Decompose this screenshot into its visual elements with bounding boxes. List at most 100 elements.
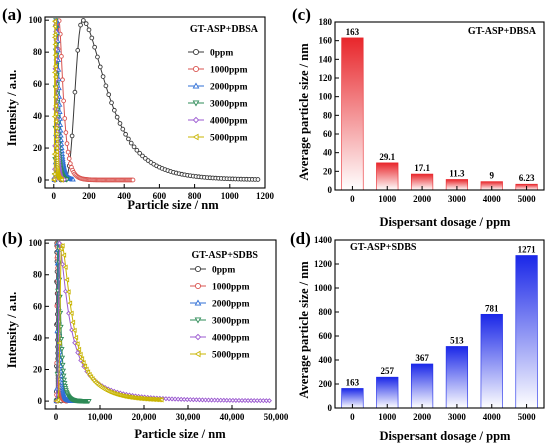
panel-a-ylabel: Intensity / a.u. — [5, 70, 19, 146]
legend-item-1000ppm: 1000ppm — [188, 66, 248, 76]
series-point-2000ppm — [58, 127, 64, 133]
y-tick-label: 60 — [323, 129, 333, 139]
series-point-1000ppm — [65, 149, 71, 155]
panel-d-letter: (d) — [290, 229, 311, 248]
x-tick-label: 30,000 — [176, 412, 201, 422]
series-point-5000ppm — [61, 252, 67, 258]
legend-marker — [192, 100, 200, 107]
y-tick-label: 60 — [33, 79, 43, 89]
bar-value-label: 257 — [381, 366, 395, 376]
series-point-4000ppm — [166, 396, 172, 402]
series-point-3000ppm — [58, 336, 65, 342]
panel-a-legend: 0ppm 1000ppm 2000ppm 3000ppm 4000ppm 5000ppm — [188, 49, 248, 144]
legend-marker — [194, 333, 202, 341]
series-point-3000ppm — [61, 373, 67, 379]
series-point-3000ppm — [86, 399, 92, 404]
series-point-5000ppm — [52, 74, 58, 80]
panel-d-bar-chart: (d) 163025710003672000513300078140001271… — [290, 229, 545, 443]
y-tick-label: 0 — [328, 185, 333, 195]
bar-value-label: 6.23 — [519, 173, 535, 183]
panel-b-letter: (b) — [2, 229, 23, 248]
series-0ppm — [58, 18, 261, 183]
panel-a-line-chart: (a) 0 200 400 600 800 1000 1200 0 20 40 60 80 100 GT… — [2, 5, 275, 212]
legend-marker — [194, 350, 201, 358]
series-point-5000ppm — [76, 346, 82, 353]
series-point-0ppm — [131, 144, 137, 150]
series-point-3000ppm — [59, 347, 65, 352]
y-tick-label: 80 — [33, 47, 43, 57]
panel-a-title: GT-ASP+DBSA — [190, 24, 259, 35]
series-point-0ppm — [81, 18, 86, 23]
x-tick-label: 4000 — [483, 412, 502, 422]
plot-frame — [334, 239, 545, 409]
series-point-5000ppm — [51, 113, 57, 120]
legend-label: 5000ppm — [212, 351, 250, 361]
series-point-5000ppm — [54, 152, 59, 158]
series-point-5000ppm — [52, 31, 58, 38]
y-tick-label: 40 — [33, 333, 43, 343]
bar-value-label: 11.3 — [449, 168, 465, 178]
legend-label: 4000ppm — [210, 117, 248, 127]
legend-item-5000ppm: 5000ppm — [188, 134, 248, 144]
y-tick-label: 20 — [33, 365, 43, 375]
series-point-5000ppm — [55, 397, 61, 403]
legend-label: 3000ppm — [210, 100, 248, 110]
bar-1000 — [376, 376, 399, 409]
series-point-5000ppm — [58, 246, 64, 252]
y-tick-label: 180 — [319, 17, 333, 27]
series-point-0ppm — [117, 121, 123, 126]
series-point-5000ppm — [80, 360, 86, 366]
series-point-5000ppm — [68, 310, 74, 316]
series-point-0ppm — [103, 83, 109, 89]
series-point-5000ppm — [53, 131, 59, 137]
series-point-4000ppm — [163, 396, 169, 402]
series-point-5000ppm — [158, 397, 164, 403]
series-point-5000ppm — [53, 111, 59, 117]
y-tick-label: 100 — [319, 92, 333, 102]
series-point-5000ppm — [74, 341, 80, 347]
series-point-5000ppm — [82, 363, 88, 369]
plot-frame — [334, 21, 545, 191]
legend-marker — [192, 116, 200, 124]
series-point-5000ppm — [53, 94, 58, 100]
y-tick-label: 800 — [319, 307, 333, 317]
series-point-4000ppm — [63, 288, 69, 294]
x-tick-label: 2000 — [413, 412, 432, 422]
series-point-5000ppm — [86, 371, 92, 378]
legend-label: 1000ppm — [210, 66, 248, 76]
legend-marker — [194, 317, 202, 324]
series-point-0ppm — [75, 48, 81, 53]
bar-1000 — [376, 162, 399, 191]
series-point-5000ppm — [53, 141, 59, 147]
legend-item-4000ppm: 4000ppm — [188, 117, 248, 127]
legend-marker — [194, 282, 202, 290]
bar-value-label: 1271 — [518, 244, 537, 254]
series-point-4000ppm — [75, 350, 81, 356]
series-point-5000ppm — [51, 69, 57, 76]
series-point-4000ppm — [266, 398, 272, 404]
series-point-2000ppm — [70, 176, 76, 182]
series-point-5000ppm — [53, 125, 59, 131]
series-point-5000ppm — [51, 171, 57, 177]
y-tick-label: 200 — [319, 379, 333, 389]
series-point-5000ppm — [52, 84, 58, 90]
panel-d-plot-area: 1630257100036720005133000781400012715000… — [314, 235, 545, 422]
bar-2000 — [410, 363, 434, 409]
panel-b-plot-area: 0 10,000 20,000 30,000 40,000 50,000 0 20 40 60 80… — [29, 238, 289, 422]
series-point-2000ppm — [58, 368, 64, 374]
bar-5000 — [515, 255, 538, 409]
panel-b-ylabel: Intensity / a.u. — [5, 292, 19, 368]
x-tick-label: 3000 — [448, 194, 467, 204]
x-tick-label: 40,000 — [220, 412, 245, 422]
series-point-5000ppm — [83, 366, 89, 372]
series-point-2000ppm — [58, 363, 64, 368]
series-point-1000ppm — [59, 53, 64, 59]
series-point-0ppm — [120, 126, 126, 132]
y-tick-label: 0 — [38, 175, 43, 185]
y-tick-label: 0 — [38, 396, 43, 406]
series-point-5000ppm — [71, 327, 77, 334]
series-point-0ppm — [111, 107, 117, 113]
x-tick-label: 1200 — [256, 191, 275, 201]
series-point-3000ppm — [61, 377, 67, 383]
